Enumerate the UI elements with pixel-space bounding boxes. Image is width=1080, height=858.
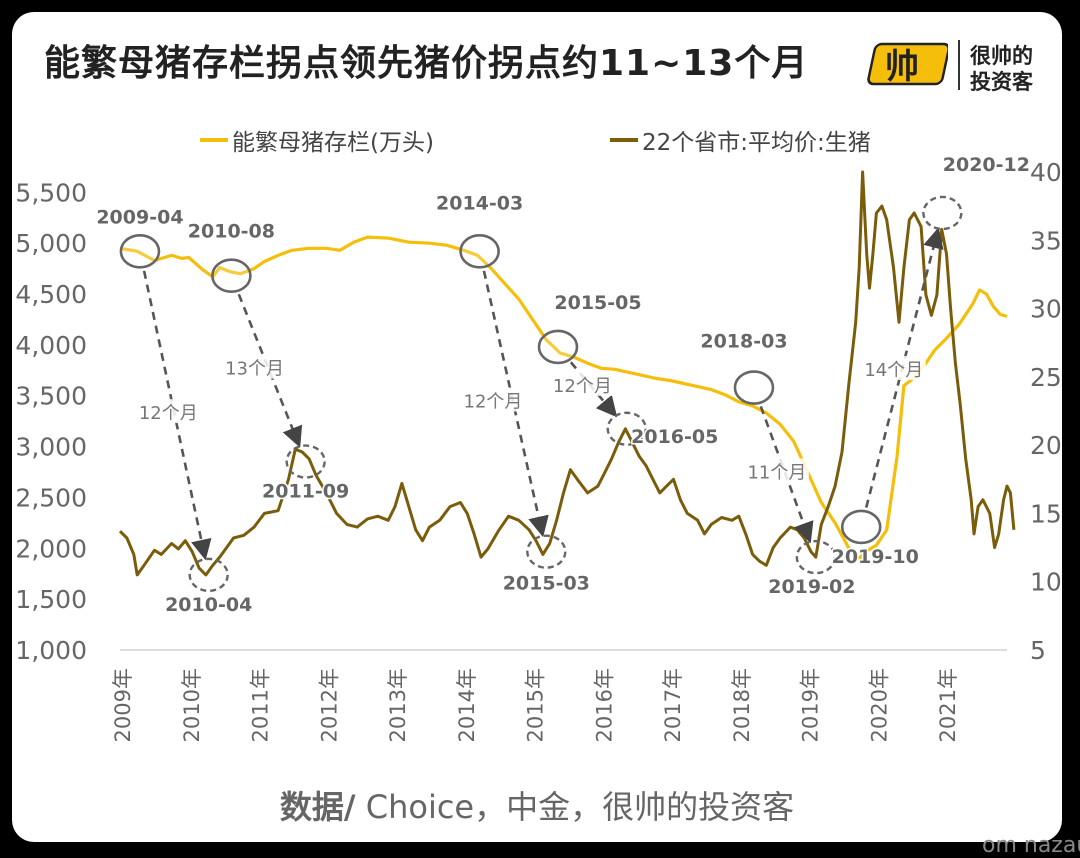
annotation-label: 2015-03	[503, 573, 590, 595]
annotation-circle	[840, 509, 882, 545]
annotation-label: 2009-04	[96, 206, 183, 228]
logo-mark-icon: 帅	[867, 42, 948, 87]
y-left-tick-label: 2,000	[15, 534, 87, 563]
corner-watermark: om nazau	[982, 833, 1080, 858]
chart-plot: 1,000 1,500 2,000 2,500 3,000 3,500 4,000 4,500…	[15, 152, 1062, 742]
y-left-tick-label: 1,000	[15, 636, 87, 665]
x-tick-label: 2020年	[867, 668, 891, 742]
y-left-tick-label: 4,500	[15, 280, 87, 309]
annotation-circle	[795, 539, 837, 575]
lead-label-bg	[550, 371, 615, 396]
x-tick-label: 2016年	[592, 668, 616, 742]
y-right-tick-label: 35	[1030, 226, 1062, 255]
annotation-label: 2018-03	[700, 331, 787, 353]
x-tick-label: 2012年	[317, 668, 341, 742]
lead-label: 12个月	[139, 403, 198, 424]
y-left-tick-label: 4,000	[15, 331, 87, 360]
legend-swatch-sow	[200, 138, 228, 142]
x-tick-label: 2009年	[111, 668, 135, 742]
y-left-tick-label: 1,500	[15, 585, 87, 614]
series-line-sow	[119, 235, 1008, 561]
lead-label-bg	[136, 399, 201, 424]
annotation-circle	[211, 258, 252, 294]
y-right-tick-label: 5	[1030, 636, 1046, 665]
lead-label: 12个月	[553, 376, 612, 397]
y-left-tick-label: 2,500	[15, 483, 87, 512]
annotation-circle	[459, 234, 500, 269]
x-tick-label: 2018年	[730, 668, 754, 742]
annotation-label: 2016-05	[631, 426, 718, 448]
lead-label: 11个月	[747, 462, 806, 483]
annotation-circle	[285, 444, 326, 479]
x-tick-label: 2013年	[386, 668, 410, 742]
source-prefix: 数据/	[279, 788, 356, 826]
annotation-label: 2019-10	[832, 546, 919, 568]
legend-item-sow: 能繁母猪存栏(万头)	[200, 123, 434, 157]
y-right-tick-label: 20	[1030, 431, 1062, 460]
logo-text-line2: 投资客	[970, 70, 1033, 94]
lead-label-bg	[222, 354, 287, 379]
x-tick-label: 2019年	[799, 668, 823, 742]
source-note: 数据/ Choice，中金，很帅的投资客	[12, 782, 1062, 828]
y-left-tick-label: 3,500	[15, 382, 87, 411]
x-tick-label: 2021年	[936, 668, 960, 742]
y-left-tick-label: 3,000	[15, 433, 87, 462]
y-right-tick-label: 30	[1030, 295, 1062, 324]
x-tick-label: 2017年	[661, 668, 685, 742]
annotation-label: 2015-05	[554, 292, 641, 314]
lead-label-bg	[460, 387, 525, 412]
x-tick-label: 2015年	[524, 668, 548, 742]
x-tick-label: 2011年	[249, 668, 273, 742]
annotation-label: 2010-08	[188, 221, 275, 243]
annotation-label: 2020-12	[943, 154, 1030, 176]
lead-label: 12个月	[464, 391, 523, 412]
y-right-tick-label: 10	[1030, 568, 1062, 597]
annotation-label: 2010-04	[165, 594, 252, 616]
annotation-circle	[606, 411, 647, 446]
annotation-circle	[526, 534, 567, 569]
x-tick-label: 2014年	[455, 668, 479, 742]
x-tick-label: 2010年	[180, 668, 204, 742]
series-line-price	[118, 170, 1016, 577]
legend-item-price: 22个省市:平均价:生猪	[610, 123, 871, 157]
annotation-circle	[733, 370, 775, 405]
legend-swatch-price	[610, 138, 638, 142]
lead-label: 13个月	[225, 359, 284, 380]
annotation-circle	[537, 329, 579, 365]
lead-label-bg	[744, 458, 809, 483]
legend-label-price: 22个省市:平均价:生猪	[642, 130, 871, 156]
chart-card: 能繁母猪存栏拐点领先猪价拐点约11~13个月 帅 很帅的 投资客 能繁母猪存栏(…	[12, 12, 1062, 842]
y-right-tick-label: 40	[1030, 158, 1062, 187]
annotation-circle	[922, 195, 963, 231]
y-right-tick-label: 15	[1030, 499, 1062, 528]
legend-label-sow: 能繁母猪存栏(万头)	[232, 130, 434, 156]
annotation-label: 2011-09	[262, 481, 349, 503]
lead-arrow	[237, 293, 303, 448]
brand-logo: 帅 很帅的 投资客	[864, 34, 1054, 104]
y-left-tick-label: 5,000	[15, 229, 87, 258]
lead-label-bg	[861, 355, 926, 380]
chart-title: 能繁母猪存栏拐点领先猪价拐点约11~13个月	[44, 43, 809, 84]
annotation-circle	[188, 557, 229, 593]
lead-label: 14个月	[864, 360, 923, 381]
annotation-label: 2019-02	[768, 576, 855, 598]
logo-mark-text: 帅	[885, 47, 919, 87]
annotation-circle	[119, 234, 161, 269]
y-left-tick-label: 5,500	[15, 178, 87, 207]
logo-text-line1: 很帅的	[970, 44, 1033, 68]
chart-legend: 能繁母猪存栏(万头) 22个省市:平均价:生猪	[12, 117, 1062, 157]
y-right-tick-label: 25	[1030, 363, 1062, 392]
source-text: Choice，中金，很帅的投资客	[355, 788, 795, 826]
logo-divider	[958, 40, 960, 90]
annotation-label: 2014-03	[436, 192, 523, 214]
